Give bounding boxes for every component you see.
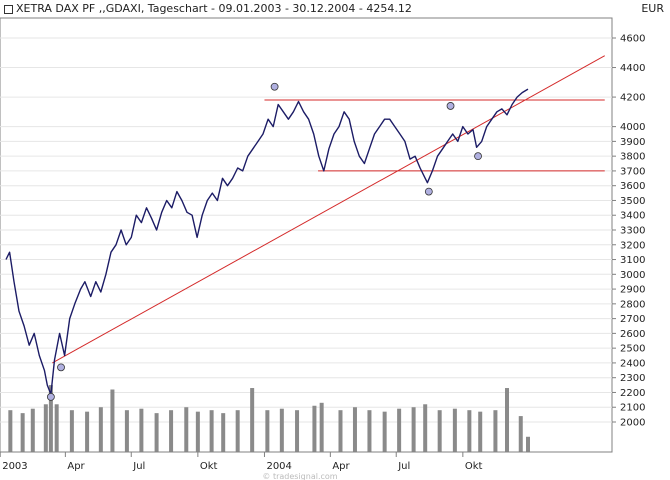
volume-bar: [69, 410, 74, 452]
currency-label: EUR: [641, 2, 664, 15]
volume-bar: [493, 410, 498, 452]
volume-bar: [110, 389, 115, 452]
pivot-marker: [474, 152, 482, 161]
y-tick-label: 3100: [620, 255, 645, 266]
volume-bar: [338, 410, 343, 452]
pivot-marker: [424, 187, 433, 196]
y-tick-label: 2900: [620, 285, 645, 296]
volume-bar: [397, 408, 402, 452]
y-tick-label: 2200: [620, 388, 645, 399]
volume-bar: [195, 411, 200, 452]
volume-bar: [124, 410, 129, 452]
y-tick-label: 3800: [620, 152, 645, 163]
pivot-marker: [57, 363, 65, 372]
plot-frame: [0, 17, 613, 453]
volume-bar: [467, 410, 472, 452]
pivot-marker: [46, 392, 55, 401]
pivot-marker: [446, 102, 455, 110]
volume-bar: [30, 408, 35, 452]
volume-bar: [437, 410, 442, 452]
volume-bar: [505, 388, 510, 452]
volume-bar: [43, 404, 48, 452]
x-tick-label: 2003: [2, 461, 27, 472]
y-tick-label: 3700: [620, 166, 645, 177]
volume-bar: [526, 436, 530, 452]
y-tick-label: 2000: [620, 418, 645, 429]
volume-bar: [85, 411, 90, 452]
volume-bar: [139, 408, 144, 452]
volume-bar: [8, 410, 13, 452]
y-tick-label: 2100: [620, 403, 645, 414]
y-tick-label: 3600: [620, 181, 645, 192]
y-tick-label: 3900: [620, 137, 645, 148]
x-tick-label: Jul: [397, 461, 410, 472]
price-series-line: [5, 88, 529, 395]
volume-bar: [518, 416, 523, 452]
volume-bar: [411, 407, 416, 452]
y-tick-label: 4200: [620, 93, 645, 104]
volume-bar: [295, 410, 300, 452]
pivot-marker: [270, 82, 279, 91]
volume-bar: [98, 407, 103, 452]
y-tick-label: 2500: [620, 344, 645, 355]
volume-bar: [279, 408, 284, 452]
volume-bar: [382, 411, 387, 452]
volume-bar: [478, 411, 483, 452]
y-tick-label: 3500: [620, 196, 645, 207]
x-tick-label: Okt: [465, 461, 483, 472]
chart-marker-icon: [4, 4, 13, 14]
volume-bar: [319, 402, 324, 452]
volume-bar: [169, 410, 174, 452]
volume-bar: [312, 405, 317, 452]
volume-bar: [221, 413, 226, 452]
x-tick-label: Jul: [132, 461, 145, 472]
y-tick-label: 2300: [620, 373, 645, 384]
volume-bar: [265, 410, 270, 452]
x-tick-label: Apr: [332, 461, 350, 472]
volume-bar: [352, 407, 357, 452]
x-tick-label: 2004: [266, 461, 291, 472]
volume-bar: [423, 404, 428, 452]
volume-bar: [209, 410, 214, 452]
y-tick-label: 3400: [620, 211, 645, 222]
y-tick-label: 2400: [620, 358, 645, 369]
y-tick-label: 3300: [620, 226, 645, 237]
volume-bar: [20, 413, 25, 452]
volume-bar: [235, 410, 240, 452]
y-tick-label: 3200: [620, 240, 645, 251]
y-tick-label: 3000: [620, 270, 645, 281]
volume-bar: [154, 413, 159, 452]
volume-bar: [367, 410, 372, 452]
volume-bar: [250, 388, 255, 452]
volume-bar: [54, 404, 59, 452]
volume-bar: [452, 408, 457, 452]
y-tick-label: 2700: [620, 314, 645, 325]
x-tick-label: Okt: [200, 461, 218, 472]
chart-title-text: XETRA DAX PF ,,GDAXI, Tageschart - 09.01…: [16, 2, 412, 15]
x-tick-label: Apr: [67, 461, 85, 472]
chart-title: XETRA DAX PF ,,GDAXI, Tageschart - 09.01…: [4, 2, 412, 15]
volume-bar: [48, 385, 53, 452]
trendline: [52, 55, 605, 364]
y-tick-label: 4600: [620, 34, 645, 45]
y-tick-label: 4000: [620, 122, 645, 133]
y-tick-label: 2600: [620, 329, 645, 340]
volume-bar: [184, 407, 189, 452]
watermark: © tradesignal.com: [262, 472, 337, 480]
y-tick-label: 2800: [620, 299, 645, 310]
y-tick-label: 4400: [620, 63, 645, 74]
